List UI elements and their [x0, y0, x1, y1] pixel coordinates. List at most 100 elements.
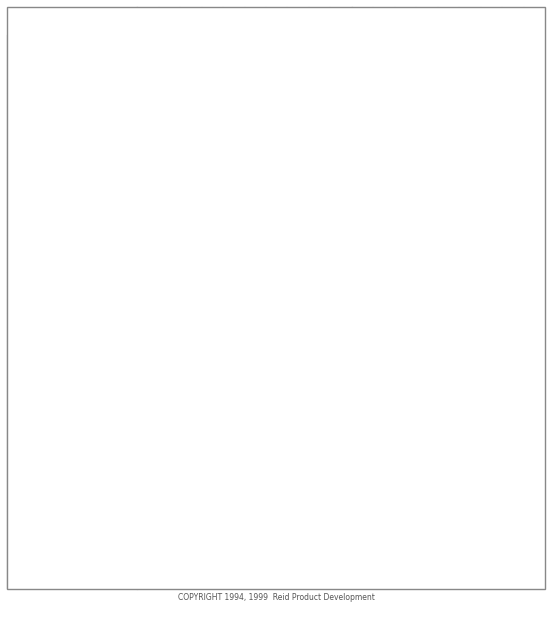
Bar: [158, 96, 167, 104]
Bar: [169, 132, 178, 141]
Text: 2000: 2000: [435, 9, 462, 20]
Bar: [341, 422, 395, 430]
Bar: [137, 68, 144, 77]
Text: Vendor sourcing: Vendor sourcing: [15, 274, 77, 283]
Bar: [137, 194, 545, 207]
Bar: [180, 210, 197, 218]
Text: Jan: Jan: [358, 26, 368, 31]
Bar: [158, 22, 180, 35]
Bar: [406, 463, 438, 471]
Bar: [288, 365, 406, 374]
Bar: [7, 299, 137, 313]
Bar: [137, 433, 545, 447]
Bar: [288, 22, 309, 35]
Bar: [234, 288, 255, 297]
Text: Oct: Oct: [293, 26, 304, 31]
Text: Feasibility study: Feasibility study: [15, 96, 78, 104]
Text: Component drawings: Component drawings: [15, 260, 97, 269]
Text: Process validation: Process validation: [15, 463, 84, 472]
Bar: [137, 405, 545, 419]
Bar: [7, 241, 137, 258]
Text: CONCEPT RESEARCH: CONCEPT RESEARCH: [10, 39, 107, 48]
Bar: [7, 313, 137, 327]
Bar: [7, 164, 137, 180]
Bar: [137, 460, 545, 474]
Bar: [502, 22, 523, 35]
Text: Unit cost & NRE (re-estimate): Unit cost & NRE (re-estimate): [15, 329, 129, 339]
Bar: [7, 327, 137, 341]
Text: Sep: Sep: [528, 26, 540, 31]
Bar: [352, 22, 373, 35]
Text: Aug: Aug: [249, 26, 261, 31]
Bar: [137, 271, 545, 286]
Bar: [7, 286, 137, 299]
Bar: [137, 35, 545, 51]
Text: Task Name: Task Name: [49, 17, 95, 25]
Bar: [7, 447, 137, 460]
Bar: [137, 164, 545, 180]
Bar: [7, 93, 137, 107]
Bar: [223, 260, 277, 269]
Bar: [7, 65, 137, 79]
Bar: [137, 539, 545, 552]
Bar: [245, 22, 266, 35]
Text: Jun: Jun: [465, 26, 475, 31]
Text: Technical specifications: Technical specifications: [15, 182, 105, 191]
Bar: [137, 327, 545, 341]
Text: Dec: Dec: [335, 26, 347, 31]
Text: PRELIMINARY DESIGN: PRELIMINARY DESIGN: [10, 167, 112, 176]
Bar: [137, 355, 545, 361]
Bar: [137, 552, 545, 566]
Text: Tooling & equip procurement: Tooling & equip procurement: [15, 421, 126, 431]
Bar: [309, 22, 330, 35]
Bar: [438, 541, 444, 550]
Bar: [137, 235, 545, 241]
Bar: [137, 566, 545, 573]
Bar: [137, 54, 144, 62]
Bar: [137, 222, 545, 235]
Bar: [7, 222, 137, 235]
Bar: [137, 573, 545, 589]
Text: Bill-of-materials: Bill-of-materials: [15, 288, 76, 297]
Bar: [384, 436, 406, 444]
Text: PROGRAM PLANNING: PROGRAM PLANNING: [10, 117, 109, 126]
Text: Tooling design: Tooling design: [15, 380, 70, 389]
Bar: [137, 299, 545, 313]
Text: Feb: Feb: [379, 26, 390, 31]
Bar: [416, 22, 438, 35]
Bar: [438, 22, 459, 35]
Bar: [137, 82, 152, 90]
Bar: [7, 474, 137, 481]
Bar: [7, 341, 137, 355]
Text: Clinical trials: Clinical trials: [15, 513, 65, 523]
Bar: [7, 207, 137, 222]
Text: Design review: Design review: [15, 344, 69, 352]
Bar: [137, 241, 545, 258]
Bar: [395, 22, 416, 35]
Text: COPYRIGHT 1994, 1999  Reid Product Development: COPYRIGHT 1994, 1999 Reid Product Develo…: [178, 594, 374, 602]
Bar: [223, 22, 245, 35]
Bar: [7, 235, 137, 241]
Bar: [7, 552, 137, 566]
Bar: [137, 130, 545, 143]
Bar: [320, 408, 341, 416]
Text: Sep: Sep: [271, 26, 283, 31]
Text: May: May: [184, 26, 198, 31]
Text: Unit cost & NRE: Unit cost & NRE: [15, 132, 76, 141]
Text: Jul: Jul: [487, 26, 495, 31]
Bar: [137, 447, 545, 460]
Bar: [137, 107, 545, 113]
Text: Mar: Mar: [400, 26, 411, 31]
Text: 1999: 1999: [231, 9, 258, 20]
Bar: [298, 484, 545, 494]
Text: Apr: Apr: [164, 26, 175, 31]
Bar: [7, 419, 137, 433]
Bar: [7, 271, 137, 286]
Bar: [180, 183, 213, 191]
Bar: [7, 361, 137, 378]
Bar: [459, 22, 481, 35]
Bar: [309, 394, 335, 402]
Bar: [180, 196, 191, 205]
Text: First article & approval: First article & approval: [15, 436, 103, 444]
Bar: [7, 566, 137, 573]
